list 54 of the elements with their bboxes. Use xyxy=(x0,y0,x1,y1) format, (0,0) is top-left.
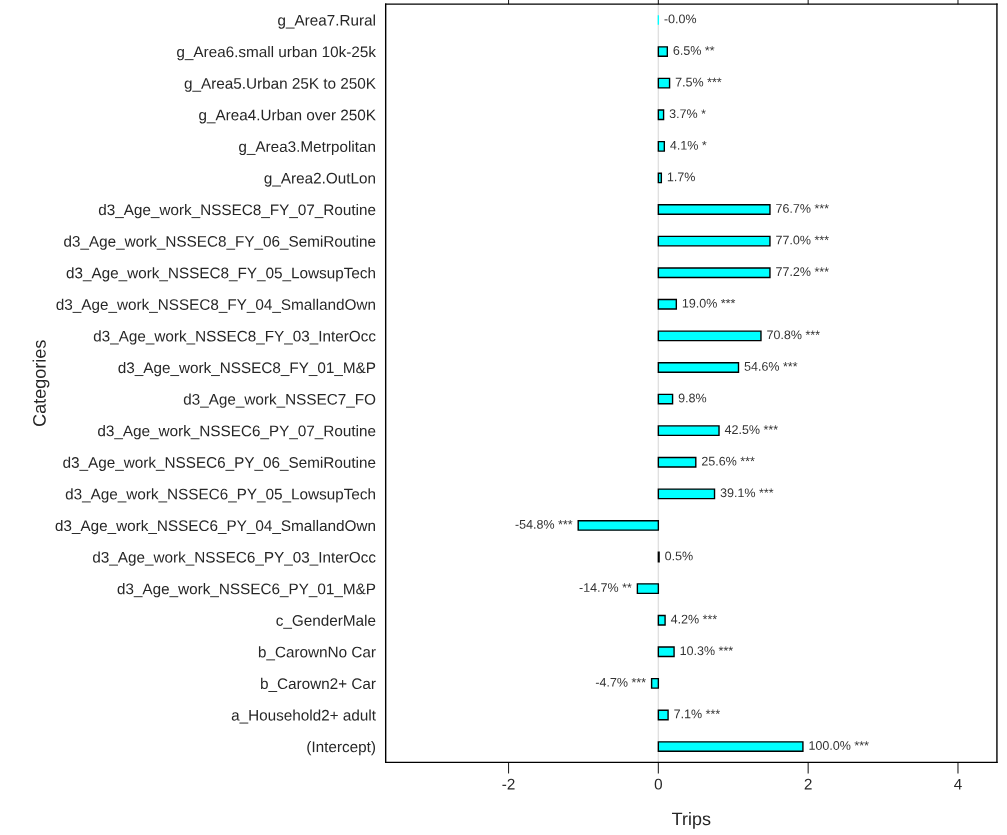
y-tick-label: g_Area6.small urban 10k-25k xyxy=(177,46,376,61)
annotation: 10.3% *** xyxy=(680,646,733,656)
y-tick-label: d3_Age_work_NSSEC6_PY_01_M&P xyxy=(117,583,376,598)
annotation: 6.5% ** xyxy=(673,46,715,55)
annotation: 3.7% * xyxy=(669,109,706,119)
y-tick-label: (Intercept) xyxy=(307,741,376,756)
y-tick-label: g_Area7.Rural xyxy=(278,14,375,29)
annotation: 7.1% *** xyxy=(674,709,720,719)
annotation: 77.0% *** xyxy=(776,235,829,245)
annotation: 42.5% *** xyxy=(724,425,778,435)
y-tick-label: b_CarownNo Car xyxy=(258,646,376,661)
annotation: 70.8% *** xyxy=(767,330,820,340)
annotation: 9.8% xyxy=(678,393,707,403)
annotation: 7.5% *** xyxy=(675,77,722,87)
y-tick-label: g_Area5.Urban 25K to 250K xyxy=(184,77,376,92)
annotation: 54.6% *** xyxy=(744,361,798,371)
y-tick-label: d3_Age_work_NSSEC8_FY_03_InterOcc xyxy=(93,330,376,345)
annotation: 4.1% * xyxy=(670,140,707,150)
y-tick-label: g_Area3.Metrpolitan xyxy=(239,140,375,156)
x-tick-label: 0 xyxy=(654,778,662,790)
annotation: 4.2% *** xyxy=(670,614,718,624)
annotation: 77.2% *** xyxy=(776,267,829,276)
annotation: 76.7% *** xyxy=(776,204,829,213)
y-tick-label: g_Area2.OutLon xyxy=(264,172,375,187)
x-tick-label: 2 xyxy=(804,778,812,790)
annotation: 0.5% xyxy=(665,551,693,561)
y-tick-label: d3_Age_work_NSSEC8_FY_04_SmallandOwn xyxy=(56,298,375,313)
y-tick-label: g_Area4.Urban over 250K xyxy=(199,109,376,124)
y-tick-label: d3_Age_work_NSSEC6_PY_03_InterOcc xyxy=(92,551,376,566)
y-tick-label: b_Carown2+ Car xyxy=(261,677,376,692)
x-axis-title: Trips xyxy=(671,812,711,829)
annotation: 19.0% *** xyxy=(682,298,736,308)
annotation: -14.7% ** xyxy=(579,583,632,592)
y-tick-label: d3_Age_work_NSSEC6_PY_07_Routine xyxy=(98,425,376,440)
y-tick-label: d3_Age_work_NSSEC8_FY_06_SemiRoutine xyxy=(64,235,376,250)
y-tick-label: d3_Age_work_NSSEC6_PY_04_SmallandOwn xyxy=(55,519,375,535)
x-tick-label: 4 xyxy=(954,778,962,790)
annotation: -4.7% *** xyxy=(595,677,646,687)
y-tick-label: d3_Age_work_NSSEC7_FO xyxy=(183,393,376,408)
y-tick-label: d3_Age_work_NSSEC8_FY_01_M&P xyxy=(118,361,376,377)
annotation: 25.6% *** xyxy=(701,456,755,466)
annotation: 100.0% *** xyxy=(809,741,869,750)
y-axis-title: Categories xyxy=(32,340,50,426)
annotation: -54.8% *** xyxy=(515,519,573,529)
y-tick-label: c_GenderMale xyxy=(276,614,376,629)
y-tick-label: d3_Age_work_NSSEC6_PY_05_LowsupTech xyxy=(65,488,375,503)
y-tick-label: d3_Age_work_NSSEC8_FY_05_LowsupTech xyxy=(66,267,375,282)
x-tick-label: -2 xyxy=(502,778,515,790)
annotation: -0.0% xyxy=(664,14,697,24)
y-tick-label: d3_Age_work_NSSEC6_PY_06_SemiRoutine xyxy=(63,456,376,471)
annotation: 1.7% xyxy=(667,172,695,182)
y-tick-label: d3_Age_work_NSSEC8_FY_07_Routine xyxy=(98,203,376,219)
y-tick-label: a_Household2+ adult xyxy=(231,709,376,724)
annotation: 39.1% *** xyxy=(720,488,774,498)
